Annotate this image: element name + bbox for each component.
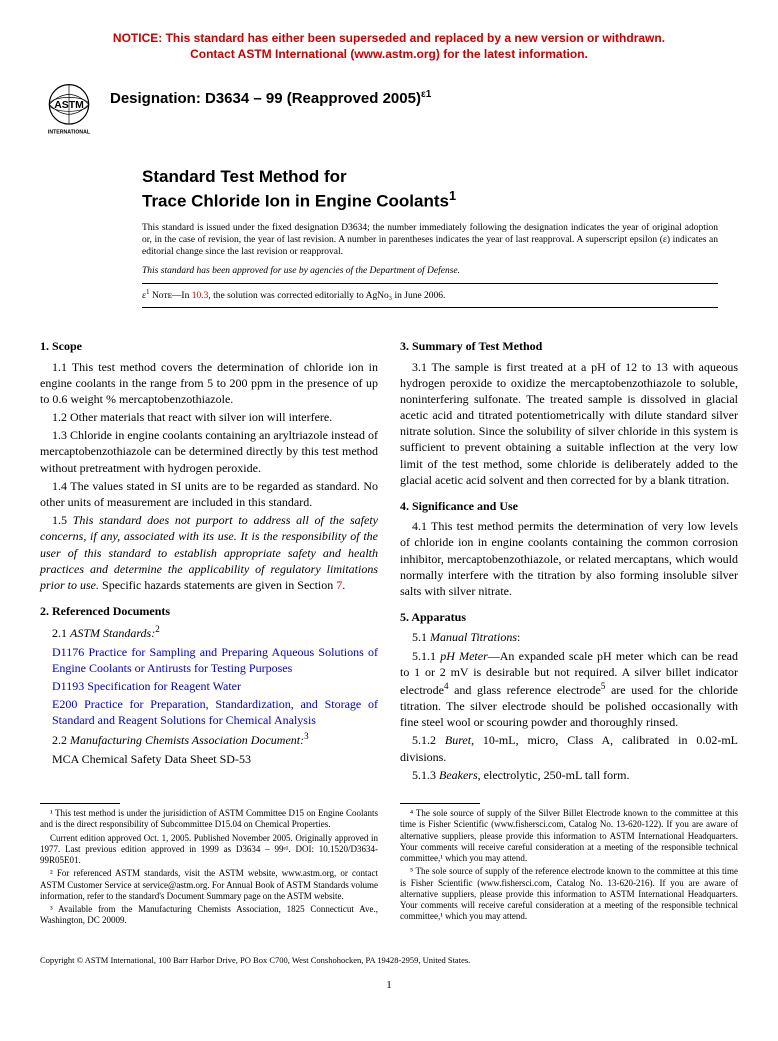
title-footnote-sup: 1: [449, 188, 456, 203]
right-column: 3. Summary of Test Method 3.1 The sample…: [400, 328, 738, 785]
ref-d1193[interactable]: D1193 Specification for Reagent Water: [40, 678, 378, 694]
page-number: 1: [40, 978, 738, 993]
footnotes-left: ¹ This test method is under the jurisidi…: [40, 793, 378, 929]
section-4-head: 4. Significance and Use: [400, 498, 738, 514]
footnotes: ¹ This test method is under the jurisidi…: [40, 793, 738, 929]
left-column: 1. Scope 1.1 This test method covers the…: [40, 328, 378, 785]
header-row: ASTM INTERNATIONAL Designation: D3634 – …: [40, 80, 738, 138]
eps-note-ref[interactable]: 10.3: [192, 292, 209, 302]
section-1-head: 1. Scope: [40, 338, 378, 354]
footnote-3: ³ Available from the Manufacturing Chemi…: [40, 904, 378, 927]
mca-doc: MCA Chemical Safety Data Sheet SD-53: [40, 751, 378, 767]
supersession-notice: NOTICE: This standard has either been su…: [40, 30, 738, 62]
para-1-5: 1.5 This standard does not purport to ad…: [40, 512, 378, 593]
footnote-1b: Current edition approved Oct. 1, 2005. P…: [40, 833, 378, 867]
footnote-separator-right: [400, 803, 480, 804]
issuance-statement: This standard is issued under the fixed …: [142, 222, 718, 259]
svg-text:INTERNATIONAL: INTERNATIONAL: [48, 130, 91, 136]
para-3-1: 3.1 The sample is first treated at a pH …: [400, 359, 738, 489]
title-block: Standard Test Method for Trace Chloride …: [142, 166, 738, 211]
footnote-1: ¹ This test method is under the jurisidi…: [40, 808, 378, 831]
section-2-head: 2. Referenced Documents: [40, 603, 378, 619]
title-line-1: Standard Test Method for: [142, 166, 738, 187]
para-4-1: 4.1 This test method permits the determi…: [400, 518, 738, 599]
para-5-1: 5.1 Manual Titrations:: [400, 629, 738, 645]
body-columns: 1. Scope 1.1 This test method covers the…: [40, 328, 738, 785]
para-1-3: 1.3 Chloride in engine coolants containi…: [40, 427, 378, 476]
para-1-1: 1.1 This test method covers the determin…: [40, 359, 378, 408]
title-line-2: Trace Chloride Ion in Engine Coolants1: [142, 188, 738, 212]
notice-line-2: Contact ASTM International (www.astm.org…: [190, 47, 588, 61]
footnote-separator-left: [40, 803, 120, 804]
footnotes-right: ⁴ The sole source of supply of the Silve…: [400, 793, 738, 929]
section-5-head: 5. Apparatus: [400, 609, 738, 625]
para-1-4: 1.4 The values stated in SI units are to…: [40, 478, 378, 510]
para-2-1: 2.1 ASTM Standards:2: [40, 623, 378, 641]
astm-logo: ASTM INTERNATIONAL: [40, 80, 98, 138]
dod-approval: This standard has been approved for use …: [142, 265, 718, 278]
svg-text:ASTM: ASTM: [54, 100, 84, 111]
designation-epsilon: ε1: [421, 89, 431, 100]
copyright: Copyright © ASTM International, 100 Barr…: [40, 955, 738, 966]
designation: Designation: D3634 – 99 (Reapproved 2005…: [110, 80, 431, 109]
footnote-2: ² For referenced ASTM standards, visit t…: [40, 868, 378, 902]
para-5-1-2: 5.1.2 Buret, 10-mL, micro, Class A, cali…: [400, 732, 738, 764]
para-2-2: 2.2 Manufacturing Chemists Association D…: [40, 730, 378, 748]
notice-line-1: NOTICE: This standard has either been su…: [113, 31, 665, 45]
para-5-1-1: 5.1.1 pH Meter—An expanded scale pH mete…: [400, 648, 738, 731]
ref-d1176[interactable]: D1176 Practice for Sampling and Preparin…: [40, 644, 378, 676]
section-3-head: 3. Summary of Test Method: [400, 338, 738, 354]
footnote-4: ⁴ The sole source of supply of the Silve…: [400, 808, 738, 864]
ref-e200[interactable]: E200 Practice for Preparation, Standardi…: [40, 696, 378, 728]
para-1-2: 1.2 Other materials that react with silv…: [40, 409, 378, 425]
designation-text: Designation: D3634 – 99 (Reapproved 2005…: [110, 90, 421, 107]
footnote-5: ⁵ The sole source of supply of the refer…: [400, 866, 738, 922]
para-5-1-3: 5.1.3 Beakers, electrolytic, 250-mL tall…: [400, 767, 738, 783]
epsilon-note: ε1 Nᴏᴛᴇ—In 10.3, the solution was correc…: [142, 283, 718, 308]
